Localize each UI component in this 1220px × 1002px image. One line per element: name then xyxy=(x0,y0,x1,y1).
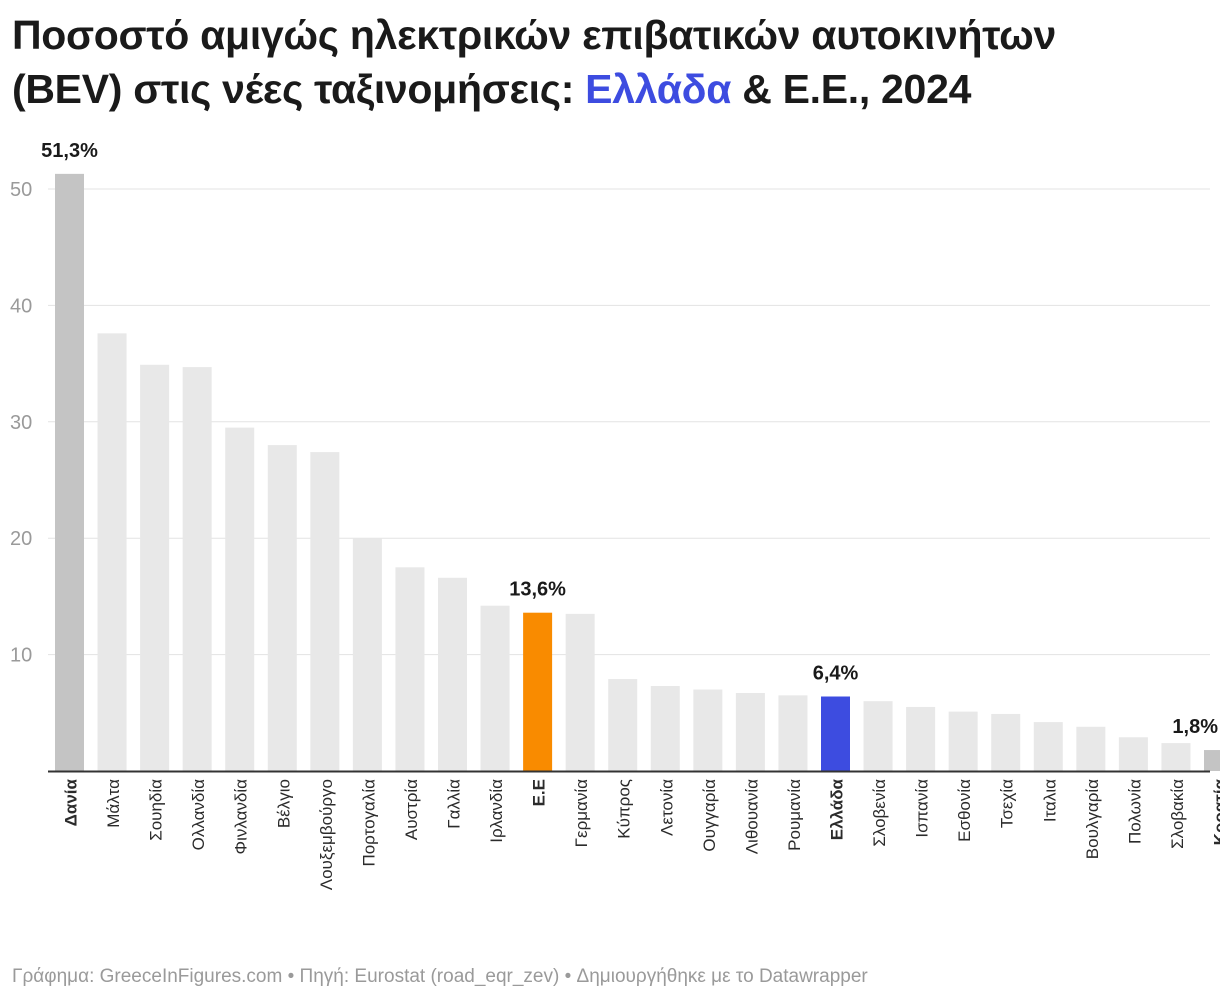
data-labels: 51,3% 13,6% 6,4% 1,8% xyxy=(41,140,1218,738)
bar-Γερμανία xyxy=(565,613,595,771)
x-tick-label-Εσθονία: Εσθονία xyxy=(955,779,974,842)
x-tick-label-Φινλανδία: Φινλανδία xyxy=(232,779,251,855)
title-line-1: Ποσοστό αμιγώς ηλεκτρικών επιβατικών αυτ… xyxy=(12,12,1056,58)
bar-Πορτογαλία xyxy=(352,538,382,771)
x-tick-label-Βέλγιο: Βέλγιο xyxy=(274,779,293,828)
bar-Λετονία xyxy=(650,686,680,771)
x-tick-label-Ιρλανδία: Ιρλανδία xyxy=(487,779,506,843)
x-tick-label-Λετονία: Λετονία xyxy=(657,779,676,836)
footer-credit: Γράφημα: GreeceInFigures.com • Πηγή: Eur… xyxy=(12,966,868,987)
bar-Φινλανδία xyxy=(225,427,255,771)
x-tick-label-Λιθουανία: Λιθουανία xyxy=(742,779,761,854)
bar-Ισπανία xyxy=(906,706,936,771)
bar-Ρουμανία xyxy=(778,695,808,771)
bar-Αυστρία xyxy=(395,567,425,771)
y-tick-label: 40 xyxy=(10,295,32,317)
x-tick-label-Ισπανία: Ισπανία xyxy=(913,779,932,838)
x-tick-label-Λουξεμβούργο: Λουξεμβούργο xyxy=(317,779,336,890)
x-tick-label-Ουγγαρία: Ουγγαρία xyxy=(700,779,719,852)
bar-Μάλτα xyxy=(97,333,127,771)
bar-Ουγγαρία xyxy=(693,689,723,771)
bar-Τσεχία xyxy=(991,713,1021,771)
y-tick-label: 20 xyxy=(10,528,32,550)
x-tick-label-Ε.Ε: Ε.Ε xyxy=(530,779,549,806)
bar-Βέλγιο xyxy=(267,445,297,771)
data-label-Δανία: 51,3% xyxy=(41,140,98,162)
data-label-Ελλάδα: 6,4% xyxy=(813,663,859,685)
x-tick-label-Σλοβακία: Σλοβακία xyxy=(1168,779,1187,849)
x-tick-label-Μάλτα: Μάλτα xyxy=(104,779,123,828)
bar-Σουηδία xyxy=(140,364,170,771)
x-tick-label-Βουλγαρία: Βουλγαρία xyxy=(1083,779,1102,859)
x-axis-labels: Δανία Μάλτα Σουηδία Ολλανδία Φινλανδία Βέλγιο… xyxy=(62,778,1220,890)
bar-Σλοβακία xyxy=(1161,743,1191,771)
bar-Λουξεμβούργο xyxy=(310,452,340,771)
bar-Ολλανδία xyxy=(182,367,212,771)
data-label-Κροατία: 1,8% xyxy=(1172,716,1218,738)
x-tick-label-Ρουμανία: Ρουμανία xyxy=(785,779,804,851)
bar-Σλοβενία xyxy=(863,701,893,771)
x-tick-label-Ολλανδία: Ολλανδία xyxy=(189,779,208,851)
bar-Λιθουανία xyxy=(735,693,765,771)
y-tick-label: 30 xyxy=(10,412,32,434)
x-tick-label-Κροατία: Κροατία xyxy=(1211,778,1220,845)
x-tick-label-Σουηδία: Σουηδία xyxy=(147,779,166,841)
bar-Βουλγαρία xyxy=(1076,726,1106,771)
x-tick-label-Πολωνία: Πολωνία xyxy=(1125,779,1144,844)
x-tick-label-Κύπρος: Κύπρος xyxy=(615,779,634,839)
bar-Ιταλια xyxy=(1033,722,1063,771)
bar-Πολωνία xyxy=(1118,737,1148,771)
x-tick-label-Πορτογαλία: Πορτογαλία xyxy=(359,779,378,867)
x-tick-label-Σλοβενία: Σλοβενία xyxy=(870,779,889,847)
y-tick-label: 50 xyxy=(10,179,32,201)
x-tick-label-Γαλλία: Γαλλία xyxy=(445,779,464,829)
bar-Εσθονία xyxy=(948,711,978,771)
data-label-Ε.Ε: 13,6% xyxy=(509,579,566,601)
x-tick-label-Δανία: Δανία xyxy=(62,778,81,826)
bars xyxy=(55,173,1220,772)
gridlines xyxy=(48,188,1210,656)
bar-chart: 10 20 30 40 50 51,3% 13,6% 6,4% 1,8% Δανία Μάλτα… xyxy=(10,140,1220,890)
x-tick-label-Τσεχία: Τσεχία xyxy=(998,779,1017,828)
bar-Ελλάδα xyxy=(821,696,850,771)
bar-Ιρλανδία xyxy=(480,605,510,771)
title-greece-highlight: Ελλάδα xyxy=(585,66,732,112)
bar-Ε.Ε xyxy=(523,612,553,771)
title-line-2-start: (BEV) στις νέες ταξινομήσεις: xyxy=(12,66,586,112)
bar-Δανία xyxy=(55,173,84,772)
y-axis-ticks: 10 20 30 40 50 xyxy=(10,179,32,667)
chart-title: Ποσοστό αμιγώς ηλεκτρικών επιβατικών αυτ… xyxy=(12,8,1202,116)
x-tick-label-Ιταλια: Ιταλια xyxy=(1040,779,1059,822)
bar-Κύπρος xyxy=(608,679,638,771)
title-line-2: (BEV) στις νέες ταξινομήσεις: Ελλάδα & Ε… xyxy=(12,62,1202,116)
y-tick-label: 10 xyxy=(10,645,32,667)
bar-Κροατία xyxy=(1204,750,1220,771)
x-tick-label-Γερμανία: Γερμανία xyxy=(572,779,591,848)
bar-Γαλλία xyxy=(438,577,467,771)
x-tick-label-Αυστρία: Αυστρία xyxy=(402,779,421,840)
x-tick-label-Ελλάδα: Ελλάδα xyxy=(828,778,847,840)
title-line-2-end: & Ε.Ε., 2024 xyxy=(731,66,972,112)
